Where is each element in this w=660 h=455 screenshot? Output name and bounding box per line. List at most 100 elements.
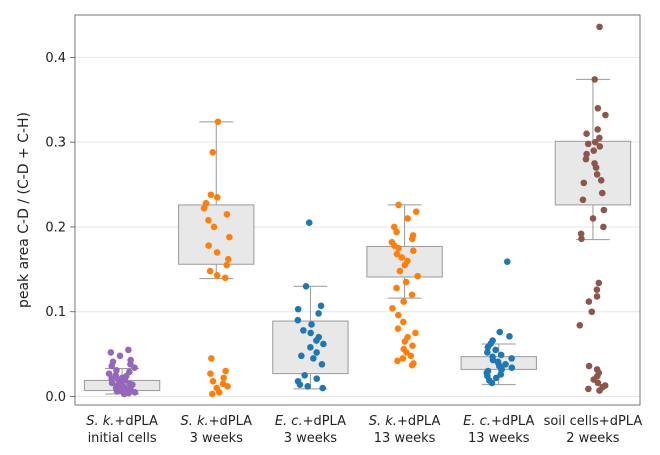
data-point: [313, 349, 320, 356]
data-point: [594, 104, 602, 112]
data-point: [213, 271, 221, 279]
data-point: [318, 361, 326, 368]
data-point: [224, 255, 232, 263]
point-layer: [105, 23, 609, 398]
data-point: [301, 372, 309, 379]
data-point: [580, 179, 588, 187]
data-point: [313, 337, 320, 344]
data-point: [131, 364, 138, 371]
data-point: [215, 388, 223, 396]
data-point: [585, 362, 593, 370]
data-point: [503, 258, 511, 266]
data-point: [200, 205, 208, 212]
plot-frame: [74, 14, 641, 406]
category-label-species: S. k.: [86, 414, 114, 429]
data-point: [120, 390, 128, 398]
data-point: [583, 130, 590, 137]
data-point: [113, 366, 120, 374]
data-point: [313, 375, 321, 383]
data-point: [588, 308, 596, 316]
category-label-line2: 13 weeks: [468, 431, 530, 446]
data-point: [222, 367, 229, 375]
data-point: [600, 223, 607, 231]
data-point: [207, 191, 215, 199]
data-point: [213, 193, 221, 201]
box-group: [272, 285, 349, 390]
category-label-treatment: +dPLA: [303, 414, 347, 429]
data-point: [209, 377, 217, 385]
category-label-line2: 3 weeks: [284, 431, 338, 446]
data-point: [308, 321, 315, 328]
data-point: [401, 261, 409, 269]
data-point: [412, 329, 419, 337]
data-point: [127, 385, 134, 393]
data-point: [597, 177, 605, 184]
category-label-treatment: +dPLA: [397, 414, 441, 429]
category-label-line2: initial cells: [88, 431, 157, 446]
data-point: [414, 272, 422, 280]
data-point: [585, 385, 592, 393]
data-point: [596, 143, 604, 150]
data-point: [496, 328, 504, 336]
data-point: [598, 189, 606, 197]
data-point: [508, 355, 515, 362]
data-point: [488, 379, 496, 387]
data-point: [393, 250, 401, 258]
data-point: [399, 355, 407, 362]
data-point: [590, 147, 598, 154]
data-point: [105, 370, 113, 377]
data-point: [320, 340, 327, 348]
data-point: [591, 138, 599, 146]
data-point: [401, 338, 409, 345]
data-point: [221, 274, 229, 282]
category-label-treatment: +dPLA: [209, 414, 253, 429]
data-point: [208, 355, 215, 362]
data-point: [207, 370, 214, 377]
data-point: [395, 244, 402, 252]
data-point: [584, 140, 592, 148]
data-point: [389, 305, 396, 312]
category-label-species: E. c.: [463, 414, 491, 429]
data-point: [113, 388, 121, 395]
category-label-species: E. c.: [275, 414, 303, 429]
category-label-species: S. k.: [180, 414, 208, 429]
data-point: [209, 390, 216, 398]
data-point: [594, 379, 602, 387]
data-point: [395, 201, 402, 209]
data-point: [596, 387, 603, 394]
data-point: [296, 381, 304, 388]
data-point: [484, 349, 491, 356]
data-point: [305, 219, 313, 227]
data-point: [508, 364, 516, 371]
data-point: [484, 344, 492, 351]
data-point: [398, 254, 406, 261]
data-point: [223, 261, 231, 269]
data-point: [317, 302, 325, 310]
data-point: [497, 371, 505, 378]
data-point: [116, 352, 124, 360]
data-point: [408, 235, 416, 243]
data-point: [497, 351, 505, 359]
data-point: [593, 293, 601, 300]
data-point: [576, 322, 584, 329]
y-tick-label: 0.3: [45, 136, 66, 151]
category-label-line1: S. k.+dPLA: [180, 414, 252, 429]
data-point: [409, 342, 416, 349]
y-axis-ticks: 0.0 0.1 0.2 0.3 0.4: [45, 51, 75, 405]
y-tick-label: 0.2: [45, 220, 66, 235]
data-point: [220, 374, 227, 382]
data-point: [589, 215, 597, 222]
data-point: [294, 305, 302, 313]
data-point: [206, 267, 214, 275]
data-point: [396, 267, 404, 275]
category-label-line2: 2 weeks: [566, 431, 620, 446]
data-point: [294, 316, 302, 324]
data-point: [307, 344, 314, 351]
data-point: [408, 361, 416, 369]
data-point: [595, 279, 603, 287]
category-label-treatment: +dPLA: [491, 414, 535, 429]
data-point: [213, 249, 221, 256]
data-point: [214, 118, 222, 126]
